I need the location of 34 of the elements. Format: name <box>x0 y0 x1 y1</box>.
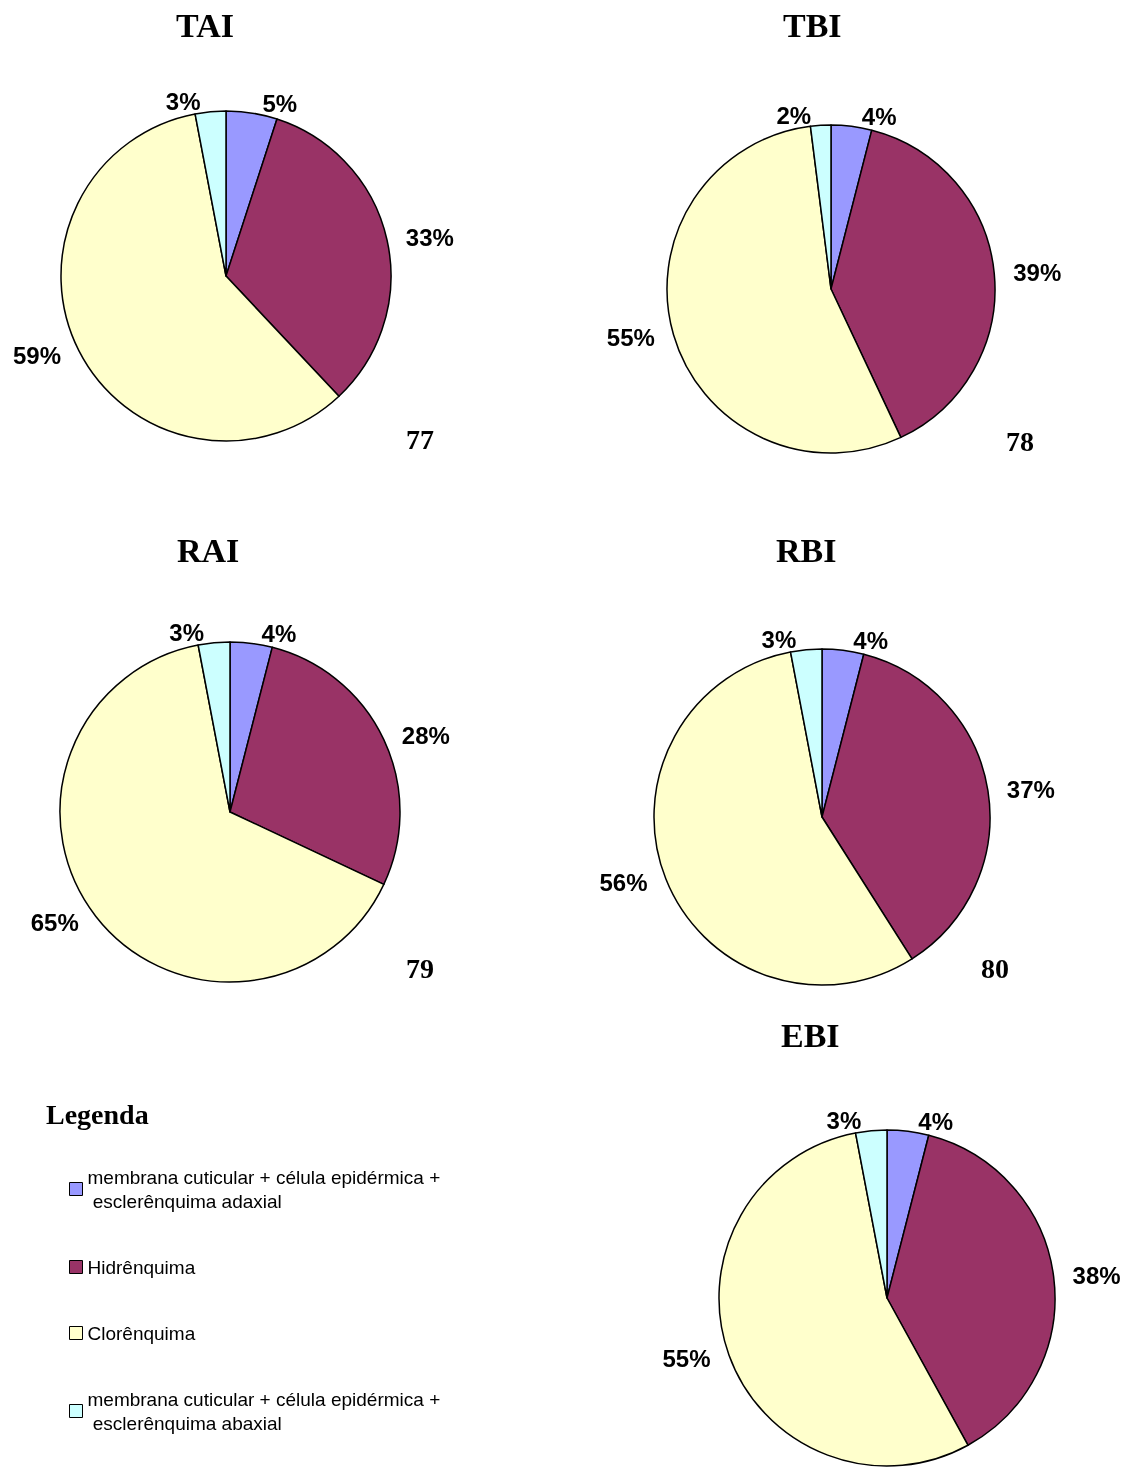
data-label: 38% <box>1072 1262 1121 1290</box>
data-label: 3% <box>761 626 797 654</box>
data-label: 4% <box>861 102 897 130</box>
data-label: 4% <box>261 619 297 647</box>
legend-label: membrana cuticular + célula epidérmica + esclerênquima adaxial <box>87 1166 441 1212</box>
data-label: 5% <box>262 89 298 117</box>
legend-label: membrana cuticular + célula epidérmica + esclerênquima abaxial <box>87 1388 441 1434</box>
data-label: 4% <box>853 626 888 654</box>
chart-title: RAI <box>177 531 240 569</box>
data-label: 59% <box>13 341 62 369</box>
text: 79 <box>406 952 434 984</box>
chart-title: EBI <box>781 1016 840 1054</box>
data-label: 2% <box>776 101 812 129</box>
data-label: 33% <box>405 224 454 252</box>
text: 80 <box>981 952 1009 984</box>
data-label: 39% <box>1013 259 1062 287</box>
chart-title: TBI <box>783 6 842 44</box>
data-label: 55% <box>606 324 655 352</box>
data-label: 55% <box>662 1344 711 1372</box>
legend-title: Legenda <box>46 1098 149 1130</box>
data-label: 3% <box>165 88 201 116</box>
legend-label: Clorênquima <box>87 1322 196 1344</box>
data-label: 65% <box>30 908 79 936</box>
text: 78 <box>1006 425 1034 457</box>
data-label: 56% <box>599 869 648 897</box>
legend-label: Hidrênquima <box>87 1256 196 1278</box>
data-label: 4% <box>918 1107 953 1135</box>
chart-title: TAI <box>176 6 234 44</box>
data-label: 28% <box>401 721 450 749</box>
data-label: 37% <box>1006 775 1055 803</box>
data-label: 3% <box>169 619 205 647</box>
text: 77 <box>406 423 434 455</box>
data-label: 3% <box>826 1107 862 1135</box>
chart-title: RBI <box>776 531 837 569</box>
